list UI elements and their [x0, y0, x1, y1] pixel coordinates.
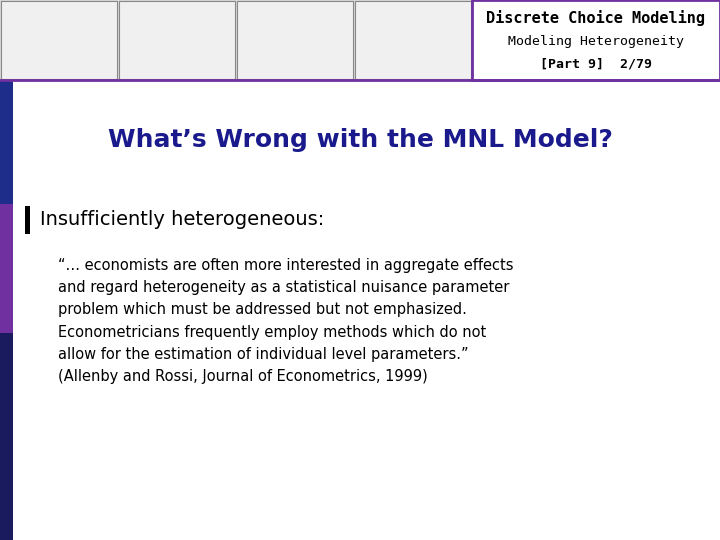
FancyBboxPatch shape [25, 206, 30, 234]
Text: Insufficiently heterogeneous:: Insufficiently heterogeneous: [40, 211, 324, 229]
Text: Discrete Choice Modeling: Discrete Choice Modeling [486, 10, 706, 25]
FancyBboxPatch shape [119, 1, 235, 79]
Text: “… economists are often more interested in aggregate effects
and regard heteroge: “… economists are often more interested … [58, 258, 513, 384]
FancyBboxPatch shape [0, 204, 13, 333]
Text: What’s Wrong with the MNL Model?: What’s Wrong with the MNL Model? [107, 128, 613, 152]
FancyBboxPatch shape [0, 80, 13, 204]
FancyBboxPatch shape [472, 0, 720, 80]
FancyBboxPatch shape [237, 1, 353, 79]
Text: Modeling Heterogeneity: Modeling Heterogeneity [508, 35, 684, 48]
Text: [Part 9]  2/79: [Part 9] 2/79 [540, 57, 652, 70]
FancyBboxPatch shape [1, 1, 117, 79]
FancyBboxPatch shape [355, 1, 471, 79]
FancyBboxPatch shape [0, 0, 720, 80]
FancyBboxPatch shape [0, 333, 13, 540]
